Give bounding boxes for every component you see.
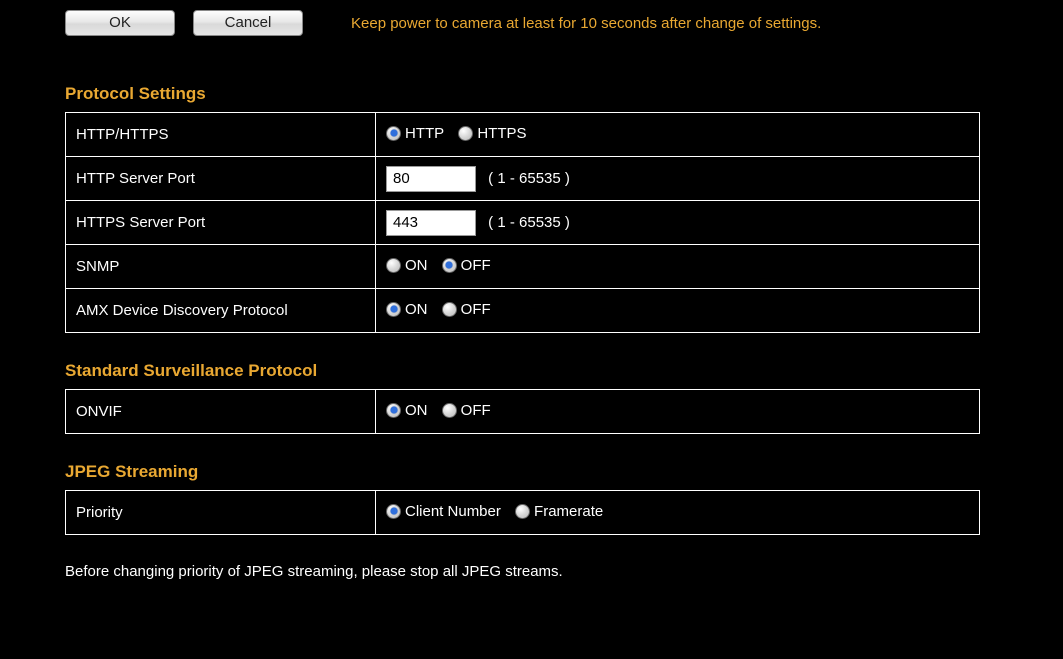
http-port-input[interactable]: [386, 166, 476, 192]
http-radio-label: HTTP: [405, 125, 444, 142]
table-row: SNMP ON OFF: [66, 245, 980, 289]
amx-on-radio[interactable]: ON: [386, 301, 428, 318]
radio-icon: [386, 403, 401, 418]
https-radio-label: HTTPS: [477, 125, 526, 142]
radio-icon: [442, 403, 457, 418]
snmp-on-radio[interactable]: ON: [386, 257, 428, 274]
radio-icon: [442, 302, 457, 317]
radio-icon: [386, 126, 401, 141]
radio-icon: [442, 258, 457, 273]
onvif-on-radio[interactable]: ON: [386, 402, 428, 419]
cancel-button[interactable]: Cancel: [193, 10, 303, 36]
jpeg-streaming-title: JPEG Streaming: [65, 462, 1063, 482]
onvif-off-label: OFF: [461, 402, 491, 419]
radio-icon: [386, 504, 401, 519]
http-radio[interactable]: HTTP: [386, 125, 444, 142]
snmp-on-label: ON: [405, 257, 428, 274]
surveillance-protocol-title: Standard Surveillance Protocol: [65, 361, 1063, 381]
table-row: HTTP Server Port ( 1 - 65535 ): [66, 157, 980, 201]
table-row: ONVIF ON OFF: [66, 390, 980, 434]
amx-off-label: OFF: [461, 301, 491, 318]
surveillance-protocol-table: ONVIF ON OFF: [65, 389, 980, 434]
onvif-off-radio[interactable]: OFF: [442, 402, 491, 419]
amx-on-label: ON: [405, 301, 428, 318]
priority-label: Priority: [66, 491, 376, 535]
table-row: Priority Client Number Framerate: [66, 491, 980, 535]
http-port-range: ( 1 - 65535 ): [488, 170, 570, 187]
amx-off-radio[interactable]: OFF: [442, 301, 491, 318]
snmp-off-radio[interactable]: OFF: [442, 257, 491, 274]
amx-label: AMX Device Discovery Protocol: [66, 289, 376, 333]
protocol-settings-title: Protocol Settings: [65, 84, 1063, 104]
ok-button[interactable]: OK: [65, 10, 175, 36]
radio-icon: [515, 504, 530, 519]
protocol-settings-section: Protocol Settings HTTP/HTTPS HTTP HTTPS …: [0, 84, 1063, 333]
priority-framerate-label: Framerate: [534, 503, 603, 520]
jpeg-streaming-section: JPEG Streaming Priority Client Number Fr…: [0, 462, 1063, 535]
priority-framerate-radio[interactable]: Framerate: [515, 503, 603, 520]
https-port-range: ( 1 - 65535 ): [488, 214, 570, 231]
https-radio[interactable]: HTTPS: [458, 125, 526, 142]
table-row: HTTPS Server Port ( 1 - 65535 ): [66, 201, 980, 245]
surveillance-protocol-section: Standard Surveillance Protocol ONVIF ON …: [0, 361, 1063, 434]
table-row: HTTP/HTTPS HTTP HTTPS: [66, 113, 980, 157]
snmp-label: SNMP: [66, 245, 376, 289]
power-warning-text: Keep power to camera at least for 10 sec…: [351, 15, 821, 32]
priority-client-label: Client Number: [405, 503, 501, 520]
radio-icon: [386, 258, 401, 273]
protocol-settings-table: HTTP/HTTPS HTTP HTTPS HTTP Server Port (…: [65, 112, 980, 333]
radio-icon: [386, 302, 401, 317]
onvif-label: ONVIF: [66, 390, 376, 434]
jpeg-note-text: Before changing priority of JPEG streami…: [0, 563, 1063, 580]
snmp-off-label: OFF: [461, 257, 491, 274]
radio-icon: [458, 126, 473, 141]
https-port-input[interactable]: [386, 210, 476, 236]
https-port-label: HTTPS Server Port: [66, 201, 376, 245]
http-https-label: HTTP/HTTPS: [66, 113, 376, 157]
onvif-on-label: ON: [405, 402, 428, 419]
http-port-label: HTTP Server Port: [66, 157, 376, 201]
jpeg-streaming-table: Priority Client Number Framerate: [65, 490, 980, 535]
priority-client-radio[interactable]: Client Number: [386, 503, 501, 520]
table-row: AMX Device Discovery Protocol ON OFF: [66, 289, 980, 333]
